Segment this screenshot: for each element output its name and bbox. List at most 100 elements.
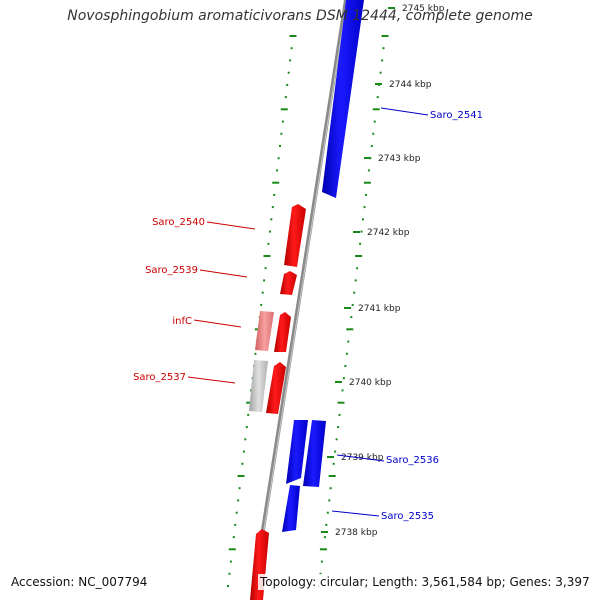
label-saro-2537[interactable]: Saro_2537 xyxy=(133,372,186,383)
right-track-dot xyxy=(329,487,332,490)
leader-saro-2540 xyxy=(206,221,256,230)
right-track-dot xyxy=(320,560,323,563)
right-track-dot xyxy=(355,255,363,257)
right-track-dot xyxy=(342,377,345,380)
right-track-dot xyxy=(351,303,354,306)
right-track-dot xyxy=(360,230,363,233)
gene-infc-downstream[interactable] xyxy=(274,312,291,352)
genome-stats: Topology: circular; Length: 3,561,584 bp… xyxy=(258,574,592,590)
gene-saro-2541[interactable] xyxy=(322,0,364,198)
left-track-dot xyxy=(232,536,235,539)
tick-label: 2745 kbp xyxy=(402,4,445,14)
right-track-dot xyxy=(381,35,389,37)
tick-label: 2742 kbp xyxy=(367,228,410,238)
left-dot-track xyxy=(227,35,297,587)
gene-saro-2537[interactable] xyxy=(266,362,286,414)
gene-saro-2540[interactable] xyxy=(284,204,306,267)
left-track-dot xyxy=(276,169,279,172)
right-track-dot xyxy=(362,218,364,221)
left-track-dot xyxy=(254,352,257,355)
leader-saro-2535 xyxy=(331,510,380,517)
left-track-dot xyxy=(287,71,290,74)
right-track-dot xyxy=(367,169,370,172)
right-track-dot xyxy=(335,438,338,441)
left-track-dot xyxy=(228,548,236,551)
left-track-dot xyxy=(264,267,267,270)
right-track-dot xyxy=(373,120,376,123)
left-track-dot xyxy=(237,499,240,502)
genome-backbone xyxy=(250,0,348,600)
right-track-dot xyxy=(338,413,341,416)
accession-label: Accession: NC_007794 xyxy=(9,574,150,590)
left-track-dot xyxy=(263,255,271,257)
right-track-dot xyxy=(337,401,345,404)
label-saro-2535[interactable]: Saro_2535 xyxy=(381,511,434,522)
left-track-dot xyxy=(227,585,229,587)
left-track-dot xyxy=(286,83,289,86)
left-track-dot xyxy=(289,35,297,37)
left-track-dot xyxy=(284,96,287,99)
leader-infc xyxy=(193,319,242,328)
tick-label: 2741 kbp xyxy=(358,304,401,314)
left-track-dot xyxy=(273,193,276,196)
right-track-dot xyxy=(328,499,331,502)
genome-title: Novosphingobium aromaticivorans DSM 1244… xyxy=(67,8,533,24)
right-track-dot xyxy=(354,279,357,282)
left-track-dot xyxy=(279,145,281,147)
label-saro-2539[interactable]: Saro_2539 xyxy=(145,265,198,276)
left-track-dot xyxy=(261,291,264,294)
tick-label: 2743 kbp xyxy=(378,154,421,164)
right-track-dot xyxy=(356,267,359,270)
left-track-dot xyxy=(281,120,284,123)
right-track-dot xyxy=(325,523,328,526)
left-track-dot xyxy=(280,108,288,111)
left-track-dot xyxy=(272,181,280,184)
right-track-dot xyxy=(363,181,371,184)
left-track-dot xyxy=(242,450,245,453)
right-track-dot xyxy=(337,426,340,429)
right-track-dot xyxy=(319,572,322,575)
right-track-dot xyxy=(347,340,350,343)
left-track-dot xyxy=(260,303,263,306)
right-track-dot xyxy=(328,475,336,477)
label-saro-2540[interactable]: Saro_2540 xyxy=(152,217,205,228)
right-track-dot xyxy=(334,450,337,453)
left-track-dot xyxy=(289,59,292,62)
right-track-dot xyxy=(359,242,362,245)
right-track-dot xyxy=(341,389,344,392)
right-track-dot xyxy=(344,365,347,367)
tick-label: 2738 kbp xyxy=(335,528,378,538)
gene-saro-2536-a[interactable] xyxy=(286,420,308,484)
left-track-dot xyxy=(229,560,232,563)
label-saro-2541[interactable]: Saro_2541 xyxy=(430,110,483,121)
gene-saro-2536-b[interactable] xyxy=(303,420,326,487)
label-saro-2536[interactable]: Saro_2536 xyxy=(386,455,439,466)
tick-mark xyxy=(321,531,328,533)
left-track-dot xyxy=(280,132,283,135)
gene-infc[interactable] xyxy=(255,311,274,351)
left-track-dot xyxy=(238,487,241,490)
right-track-dot xyxy=(370,145,373,147)
right-track-dot xyxy=(332,462,335,465)
tick-mark xyxy=(364,157,371,159)
right-track-dot xyxy=(319,548,327,551)
gene-saro-2539[interactable] xyxy=(280,271,297,295)
left-track-dot xyxy=(246,401,254,404)
right-track-dot xyxy=(379,71,382,74)
tick-mark xyxy=(353,231,360,233)
right-track-dot xyxy=(326,511,329,514)
right-track-dot xyxy=(350,316,353,319)
gene-saro-2535[interactable] xyxy=(282,485,300,532)
right-track-dot xyxy=(381,59,384,62)
label-infc[interactable]: infC xyxy=(172,316,192,327)
left-track-dot xyxy=(247,413,250,416)
leader-saro-2537 xyxy=(187,376,236,384)
left-track-dot xyxy=(271,206,274,209)
tick-mark xyxy=(375,83,382,85)
right-track-dot xyxy=(345,352,348,355)
left-track-dot xyxy=(268,230,271,233)
gene-saro-2537-pseudo[interactable] xyxy=(249,360,268,412)
leader-saro-2539 xyxy=(199,269,248,278)
genome-backbone-highlight xyxy=(252,0,348,600)
